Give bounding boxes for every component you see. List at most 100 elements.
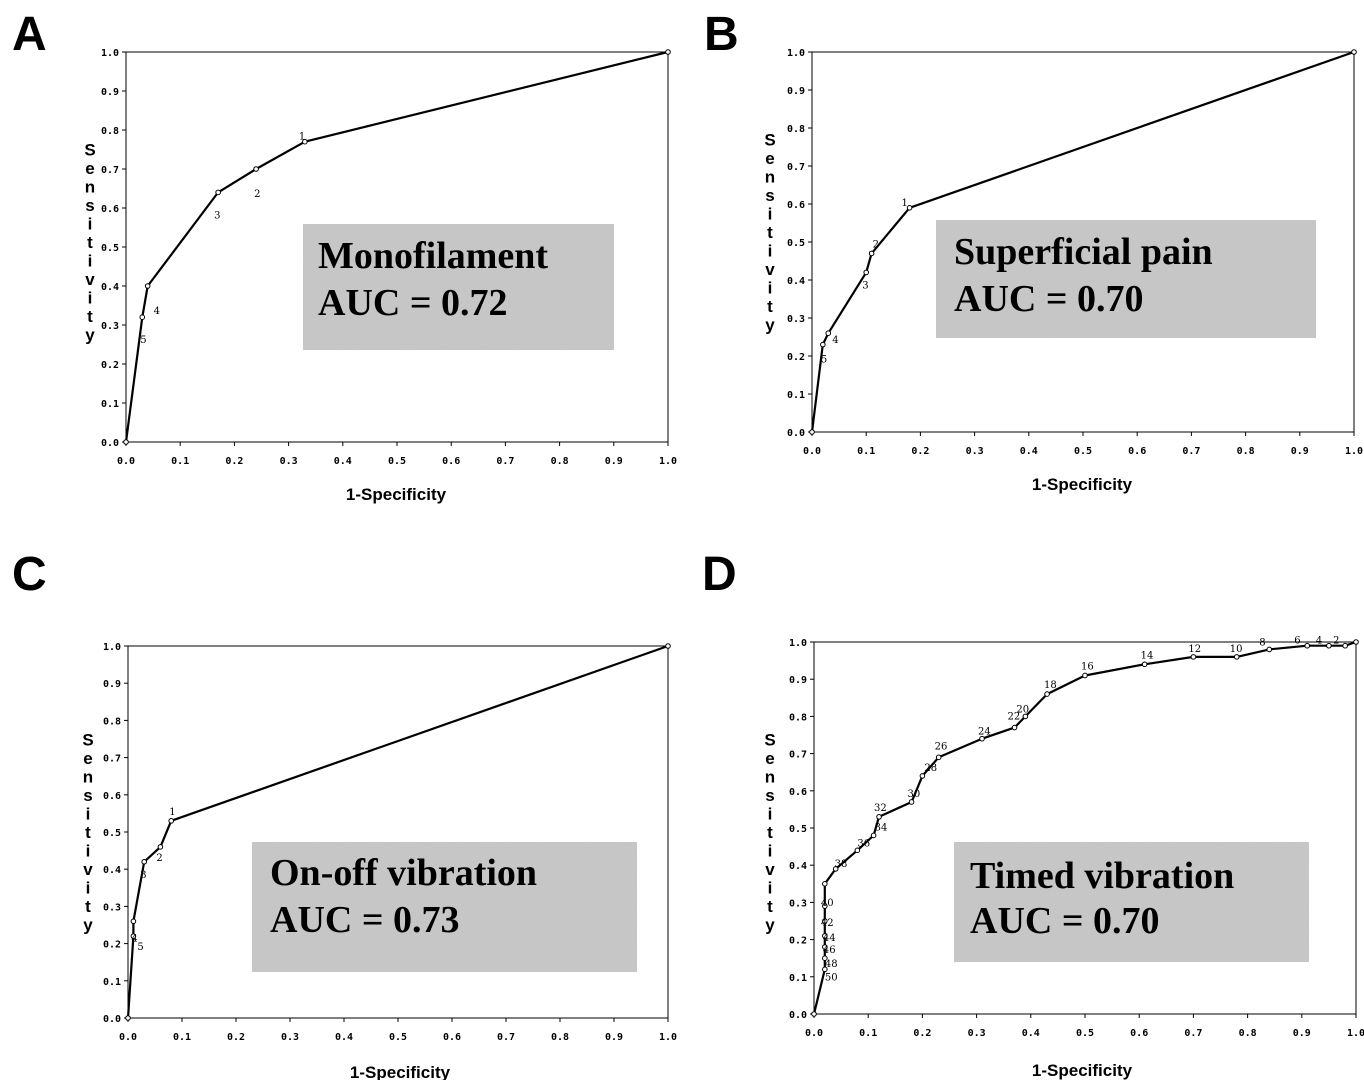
roc-point: [125, 1015, 131, 1021]
y-tick-label: 0.7: [103, 754, 121, 765]
annotation-title: On-off vibration: [270, 852, 537, 894]
point-label: 5: [821, 355, 827, 366]
point-label: 2: [254, 189, 260, 200]
y-tick-label: 0.8: [789, 712, 807, 723]
annotation-auc: AUC = 0.73: [270, 899, 459, 941]
x-tick-label: 0.8: [551, 1032, 569, 1043]
x-tick-label: 0.9: [1291, 446, 1309, 457]
annotation-texture: [954, 842, 1309, 962]
point-label: 32: [874, 803, 887, 814]
y-tick-label: 0.2: [787, 352, 805, 363]
panel-a: A Monofilament AUC = 0.72 0.0 0.1 0.2 0.3 0.4 0.…: [0, 0, 682, 540]
y-tick-label: 0.0: [787, 428, 805, 439]
roc-point: [1326, 642, 1332, 649]
point-label: 4: [131, 933, 137, 944]
roc-curve: [812, 640, 1357, 1015]
point-label: 5: [137, 942, 143, 953]
y-tick-label: 0.8: [101, 126, 119, 137]
point-label: 5: [140, 335, 146, 346]
y-tick-label: 0.2: [103, 940, 121, 951]
x-tick-label: 0.1: [857, 446, 875, 457]
x-axis-label: 1-Specificity: [346, 485, 447, 504]
x-tick-label: 0.9: [605, 456, 623, 467]
point-label: 3: [140, 870, 146, 881]
y-tick-label: 0.9: [787, 86, 805, 97]
y-tick-label: 0.6: [101, 204, 119, 215]
point-label: 3: [214, 210, 220, 221]
y-tick-label: 0.5: [787, 238, 805, 249]
roc-point: [832, 866, 839, 872]
x-tick-label: 0.7: [1182, 446, 1200, 457]
roc-point: [123, 439, 129, 445]
y-tick-label: 0.8: [103, 716, 121, 727]
x-tick-label: 0.2: [227, 1032, 245, 1043]
roc-point: [130, 933, 137, 939]
roc-point: [253, 166, 259, 172]
x-tick-label: 0.4: [334, 456, 352, 467]
y-tick-label: 1.0: [103, 642, 121, 653]
y-tick-label: 0.8: [787, 124, 805, 135]
y-tick-label: 1.0: [789, 638, 807, 649]
roc-point: [868, 250, 875, 257]
point-label: 48: [825, 959, 838, 970]
x-axis-label: 1-Specificity: [1032, 475, 1133, 494]
y-tick-label: 0.9: [103, 679, 121, 690]
point-label: 16: [1081, 661, 1094, 672]
x-axis-label: 1-Specificity: [1032, 1061, 1133, 1080]
panel-letter-d: D: [702, 548, 737, 601]
x-tick-label: 0.0: [119, 1032, 137, 1043]
panel-letter-a: A: [12, 8, 47, 61]
x-axis-label: 1-Specificity: [350, 1063, 451, 1080]
point-label: 4: [1316, 636, 1322, 647]
roc-point: [822, 966, 828, 973]
annotation-auc: AUC = 0.70: [970, 900, 1159, 942]
x-tick-label: 0.3: [280, 456, 298, 467]
roc-point: [825, 330, 832, 337]
roc-point: [1190, 654, 1197, 660]
roc-point: [1351, 49, 1357, 55]
y-tick-label: 0.0: [101, 438, 119, 449]
x-tick-label: 0.0: [117, 456, 135, 467]
roc-point: [876, 814, 882, 820]
y-tick-label: 0.6: [787, 200, 805, 211]
annotation-auc: AUC = 0.72: [318, 282, 507, 324]
x-tick-label: 1.0: [1347, 1028, 1364, 1039]
roc-point: [157, 844, 164, 850]
y-tick-label: 0.0: [103, 1014, 121, 1025]
roc-point: [1082, 672, 1088, 679]
roc-point: [906, 205, 913, 211]
x-tick-label: 0.1: [173, 1032, 191, 1043]
roc-point: [919, 773, 926, 779]
x-tick-label: 0.6: [1130, 1028, 1148, 1039]
y-tick-label: 0.9: [101, 87, 119, 98]
y-tick-label: 0.3: [789, 898, 807, 909]
point-label: 2: [156, 853, 162, 864]
annotation-title: Superficial pain: [954, 231, 1213, 273]
point-label: 42: [821, 918, 834, 929]
y-tick-label: 0.5: [103, 828, 121, 839]
panel-letter-c: C: [12, 548, 47, 601]
roc-chart-c: C On-off vibration AUC = 0.73 0.0 0.1 0.2 0.3 0…: [12, 548, 677, 1080]
y-tick-label: 0.5: [101, 243, 119, 254]
roc-point: [822, 903, 828, 909]
annotation-texture: [303, 224, 614, 350]
y-tick-label: 0.6: [789, 787, 807, 798]
roc-point: [1233, 654, 1240, 660]
x-tick-label: 0.6: [443, 1032, 461, 1043]
annotation-texture: [252, 842, 637, 972]
y-tick-label: 0.4: [787, 276, 805, 287]
point-label: 28: [924, 763, 937, 774]
y-tick-label: 0.1: [789, 973, 807, 984]
point-label: 22: [1008, 712, 1021, 723]
x-tick-label: 0.4: [1020, 446, 1038, 457]
panel-b: B Superficial pain AUC = 0.70 0.0 0.1 0.2 0.3 0…: [682, 0, 1364, 540]
y-tick-label: 1.0: [101, 48, 119, 59]
y-tick-label: 0.7: [787, 162, 805, 173]
roc-point: [811, 1011, 817, 1017]
roc-point: [168, 818, 174, 824]
point-label: 24: [978, 727, 991, 738]
